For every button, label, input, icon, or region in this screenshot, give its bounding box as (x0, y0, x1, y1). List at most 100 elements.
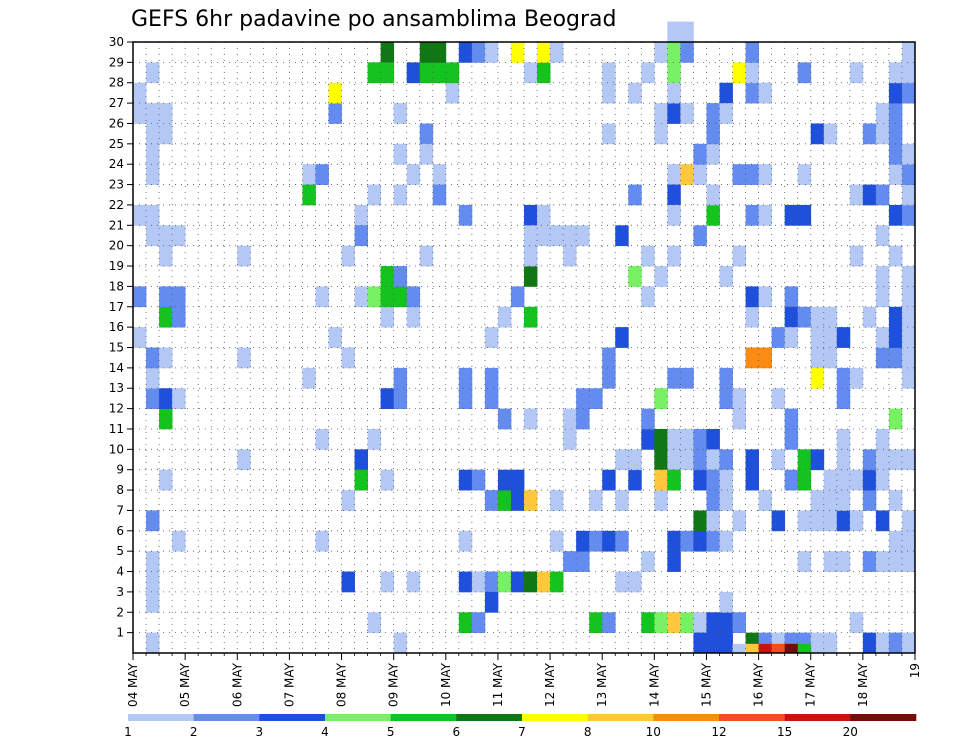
heatmap-cell (445, 82, 460, 104)
heatmap-cell (406, 306, 421, 328)
heatmap-cell (146, 204, 160, 226)
heatmap-cell (524, 266, 538, 287)
heatmap-cell (797, 449, 812, 471)
heatmap-cell (484, 42, 499, 63)
heatmap-cell (901, 551, 916, 572)
heatmap-cell (432, 164, 447, 185)
heatmap-cell (719, 632, 733, 654)
heatmap-cell (862, 306, 877, 328)
heatmap-cell (602, 62, 616, 84)
y-axis: 1234567891011121314151617181920212223242… (109, 35, 133, 640)
y-tick-label: 20 (109, 239, 124, 253)
heatmap-cell (823, 123, 838, 145)
heatmap-cell (745, 164, 759, 185)
heatmap-cell (654, 612, 668, 634)
heatmap-cell (901, 204, 916, 226)
heatmap-cell (563, 428, 577, 450)
heatmap-cell (823, 490, 838, 511)
y-tick-label: 29 (109, 55, 124, 69)
heatmap-cell (693, 225, 707, 247)
x-tick-label: 10 MAY (439, 662, 453, 707)
x-tick-label: 04 MAY (126, 662, 140, 707)
heatmap-cell (563, 408, 577, 430)
heatmap-cell (732, 408, 746, 430)
heatmap-cell (810, 510, 825, 532)
heatmap-cell (810, 367, 825, 389)
heatmap-cell (654, 428, 668, 450)
heatmap-cell (315, 286, 329, 308)
heatmap-cell (901, 266, 916, 287)
heatmap-cell (380, 469, 395, 491)
heatmap-cell (328, 327, 342, 348)
heatmap-cell (849, 612, 864, 634)
heatmap-cell (146, 591, 160, 613)
heatmap-cell (888, 347, 903, 369)
colorbar-swatch (587, 714, 654, 721)
heatmap-cell (497, 469, 512, 491)
heatmap-cell (484, 591, 499, 613)
heatmap-cell (524, 306, 538, 328)
colorbar-swatch (128, 714, 194, 721)
colorbar-label: 2 (190, 725, 198, 739)
heatmap-cell (628, 469, 642, 491)
heatmap-cell (419, 123, 434, 145)
heatmap-cell (484, 388, 499, 409)
heatmap-cell (628, 184, 642, 206)
heatmap-cell (901, 347, 916, 369)
x-tick-label: 07 MAY (282, 662, 296, 707)
heatmap-cell (445, 62, 460, 84)
heatmap-cell (602, 612, 616, 634)
heatmap-cell (745, 306, 759, 328)
heatmap-cell (667, 204, 681, 226)
heatmap-cell (719, 103, 733, 124)
heatmap-cell (693, 632, 707, 654)
heatmap-cell (237, 449, 251, 471)
heatmap-cell (589, 490, 603, 511)
heatmap-cell (745, 643, 759, 654)
heatmap-cell (836, 510, 851, 532)
heatmap-cell (849, 510, 864, 532)
y-tick-label: 1 (116, 626, 124, 640)
heatmap-cell (758, 164, 773, 185)
heatmap-cell (172, 530, 186, 552)
y-tick-label: 28 (109, 76, 124, 90)
y-tick-label: 2 (116, 605, 124, 619)
heatmap-cell (146, 632, 160, 654)
heatmap-cell (667, 449, 681, 471)
heatmap-cell (706, 530, 720, 552)
heatmap-cell (458, 388, 473, 409)
heatmap-cell (524, 62, 538, 84)
y-tick-label: 30 (109, 35, 124, 49)
y-tick-label: 18 (109, 279, 124, 293)
heatmap-cell (497, 306, 512, 328)
heatmap-cell (875, 266, 890, 287)
heatmap-cell (719, 388, 733, 409)
heatmap-cell (419, 42, 434, 63)
heatmap-cell (901, 286, 916, 308)
heatmap-cell (849, 184, 864, 206)
y-tick-label: 14 (109, 361, 124, 375)
heatmap-cell (654, 469, 668, 491)
heatmap-cell (537, 571, 551, 593)
colorbar-label: 15 (777, 725, 792, 739)
heatmap-cell (719, 530, 733, 552)
y-tick-label: 7 (116, 503, 124, 517)
heatmap-cell (875, 184, 890, 206)
heatmap-cell (654, 449, 668, 471)
heatmap-cell (510, 469, 525, 491)
colorbar-label: 20 (843, 725, 858, 739)
y-tick-label: 25 (109, 137, 124, 151)
heatmap-cell (615, 490, 629, 511)
heatmap-cell (745, 449, 759, 471)
heatmap-cell (901, 449, 916, 471)
heatmap-cell (315, 164, 329, 185)
heatmap-cell (367, 428, 382, 450)
x-tick-label: 18 MAY (856, 662, 870, 707)
heatmap-cell (654, 42, 668, 63)
heatmap-cell (667, 551, 681, 572)
heatmap-cell (810, 449, 825, 471)
heatmap-cell (302, 184, 316, 206)
colorbar-swatch (653, 714, 720, 721)
heatmap-cell (823, 327, 838, 348)
heatmap-cell (380, 62, 395, 84)
